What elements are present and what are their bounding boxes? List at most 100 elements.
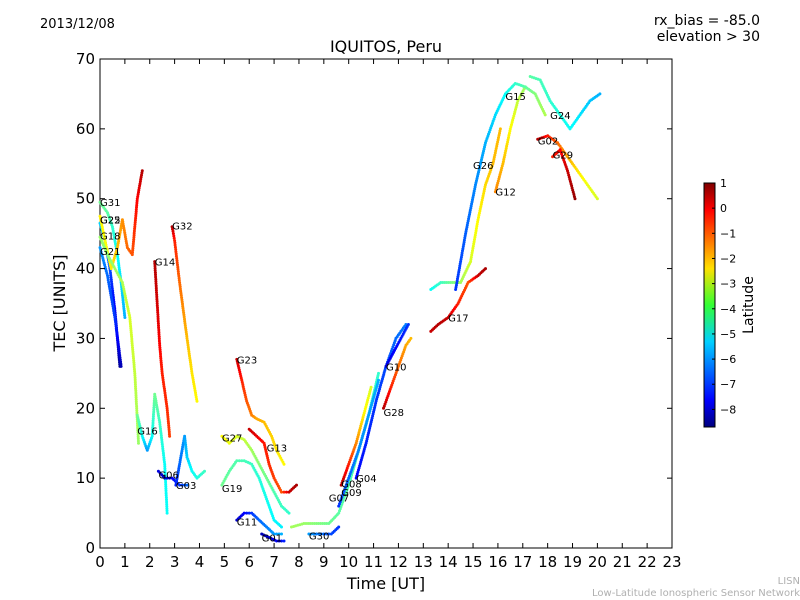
data-point — [165, 502, 169, 506]
data-point — [134, 208, 138, 211]
data-point — [116, 338, 120, 342]
data-point — [183, 319, 187, 323]
data-point — [275, 539, 279, 543]
data-point — [121, 296, 125, 300]
y-axis-label: TEC [UNITS] — [50, 255, 69, 353]
data-point — [121, 220, 125, 224]
data-point — [235, 459, 239, 463]
series-g32 — [170, 225, 199, 403]
data-point — [153, 266, 157, 270]
data-point — [115, 333, 119, 337]
data-point — [319, 532, 323, 536]
data-point — [172, 234, 176, 238]
data-point — [110, 282, 114, 286]
data-point — [153, 262, 157, 266]
series-g16 — [135, 392, 169, 515]
data-point — [187, 352, 191, 356]
data-point — [116, 259, 120, 263]
data-point — [175, 259, 179, 262]
data-point — [163, 476, 167, 480]
satellite-label-g18: G18 — [100, 232, 120, 243]
data-point — [163, 389, 167, 393]
data-point — [163, 391, 167, 395]
data-point — [595, 197, 599, 201]
data-point — [308, 522, 312, 525]
data-point — [406, 323, 410, 326]
data-point — [310, 522, 314, 525]
data-point — [152, 412, 155, 416]
data-point — [156, 310, 160, 314]
data-point — [280, 539, 283, 543]
data-point — [117, 344, 121, 348]
data-point — [134, 400, 138, 404]
x-tick-label: 14 — [439, 553, 458, 571]
data-point — [159, 431, 163, 435]
data-point — [174, 254, 178, 258]
x-tick-label: 9 — [319, 553, 329, 571]
y-tick-label: 60 — [76, 120, 95, 138]
series-g17 — [429, 267, 487, 333]
data-point — [175, 261, 179, 265]
data-point — [178, 285, 182, 289]
data-point — [322, 532, 326, 536]
data-point — [171, 227, 174, 231]
data-point — [154, 273, 157, 277]
x-tick-label: 6 — [244, 553, 254, 571]
data-point — [176, 265, 180, 269]
data-point — [123, 233, 127, 237]
data-point — [177, 272, 180, 276]
data-point — [185, 332, 188, 336]
data-point — [151, 421, 155, 425]
data-point — [302, 522, 306, 525]
data-point — [165, 500, 169, 504]
data-point — [157, 339, 161, 343]
x-tick-label: 21 — [613, 553, 632, 571]
data-point — [175, 256, 179, 260]
data-point — [161, 447, 165, 451]
data-point — [135, 409, 139, 412]
x-tick-label: 12 — [389, 553, 408, 571]
y-tick-label: 70 — [76, 50, 95, 68]
data-point — [163, 462, 167, 466]
data-point — [128, 322, 132, 326]
data-point — [133, 376, 137, 380]
data-point — [136, 439, 140, 443]
data-point — [164, 482, 168, 486]
data-point — [240, 459, 244, 463]
colorbar-tick-label: −6 — [720, 353, 736, 366]
satellite-label-g11: G11 — [237, 517, 257, 528]
series-g21 — [98, 246, 123, 368]
data-point — [134, 393, 138, 397]
satellite-label-g13: G13 — [267, 443, 287, 454]
data-point — [120, 289, 124, 293]
data-point — [164, 400, 168, 404]
footer-credit: LISN Low-Latitude Ionospheric Sensor Net… — [592, 576, 800, 600]
satellite-label-g26: G26 — [473, 161, 493, 172]
data-point — [116, 340, 120, 344]
y-tick-label: 0 — [85, 539, 95, 557]
data-point — [109, 271, 112, 275]
data-point — [177, 276, 181, 280]
data-point — [134, 391, 138, 395]
data-point — [155, 291, 158, 294]
data-point — [152, 410, 156, 414]
data-point — [189, 363, 193, 367]
plot-frame — [99, 58, 673, 549]
data-point — [188, 354, 191, 358]
data-point — [162, 460, 166, 464]
data-point — [187, 347, 191, 351]
data-point — [132, 233, 136, 237]
data-point — [116, 342, 120, 346]
data-point — [172, 236, 176, 240]
data-point — [160, 438, 164, 442]
series-g08 — [339, 385, 373, 487]
data-point — [181, 302, 184, 306]
x-tick-label: 0 — [95, 553, 105, 571]
data-point — [119, 360, 123, 364]
data-point — [114, 320, 117, 324]
data-point — [123, 313, 127, 317]
data-point — [159, 434, 163, 437]
data-point — [136, 433, 140, 436]
data-point — [151, 423, 155, 427]
satellite-label-g12: G12 — [495, 188, 515, 199]
